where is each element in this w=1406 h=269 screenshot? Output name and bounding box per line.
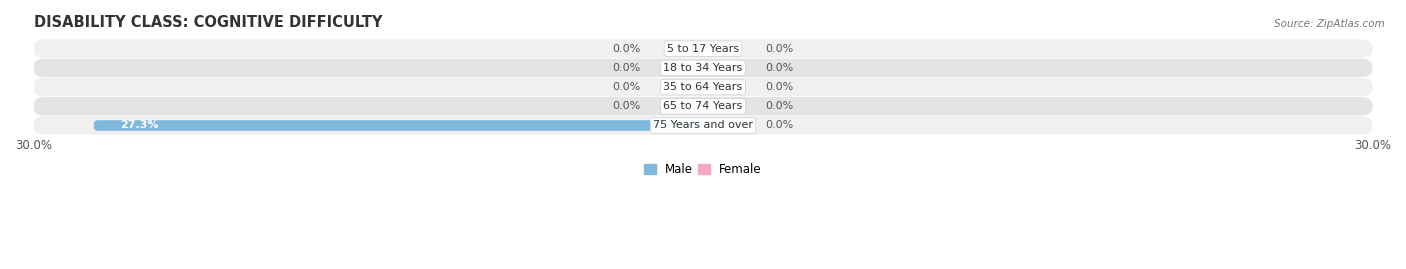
FancyBboxPatch shape: [692, 82, 703, 92]
Text: 35 to 64 Years: 35 to 64 Years: [664, 82, 742, 92]
Text: 0.0%: 0.0%: [765, 101, 794, 111]
Text: 0.0%: 0.0%: [765, 44, 794, 54]
Text: 0.0%: 0.0%: [612, 44, 641, 54]
Text: 75 Years and over: 75 Years and over: [652, 121, 754, 130]
Text: 5 to 17 Years: 5 to 17 Years: [666, 44, 740, 54]
Text: 0.0%: 0.0%: [765, 63, 794, 73]
Text: 65 to 74 Years: 65 to 74 Years: [664, 101, 742, 111]
FancyBboxPatch shape: [692, 43, 703, 54]
Text: 27.3%: 27.3%: [121, 121, 159, 130]
Text: 18 to 34 Years: 18 to 34 Years: [664, 63, 742, 73]
FancyBboxPatch shape: [703, 101, 714, 112]
Text: 0.0%: 0.0%: [765, 121, 794, 130]
Text: 0.0%: 0.0%: [765, 82, 794, 92]
Text: 0.0%: 0.0%: [612, 63, 641, 73]
FancyBboxPatch shape: [94, 120, 703, 131]
FancyBboxPatch shape: [703, 63, 714, 73]
FancyBboxPatch shape: [34, 59, 1372, 77]
FancyBboxPatch shape: [34, 116, 1372, 135]
Text: 0.0%: 0.0%: [612, 82, 641, 92]
Text: DISABILITY CLASS: COGNITIVE DIFFICULTY: DISABILITY CLASS: COGNITIVE DIFFICULTY: [34, 15, 382, 30]
Text: 0.0%: 0.0%: [612, 101, 641, 111]
FancyBboxPatch shape: [34, 97, 1372, 115]
FancyBboxPatch shape: [703, 120, 714, 131]
Legend: Male, Female: Male, Female: [640, 159, 766, 181]
FancyBboxPatch shape: [703, 43, 714, 54]
FancyBboxPatch shape: [692, 101, 703, 112]
FancyBboxPatch shape: [34, 78, 1372, 96]
Text: Source: ZipAtlas.com: Source: ZipAtlas.com: [1274, 19, 1385, 29]
FancyBboxPatch shape: [703, 82, 714, 92]
FancyBboxPatch shape: [34, 40, 1372, 58]
FancyBboxPatch shape: [692, 63, 703, 73]
